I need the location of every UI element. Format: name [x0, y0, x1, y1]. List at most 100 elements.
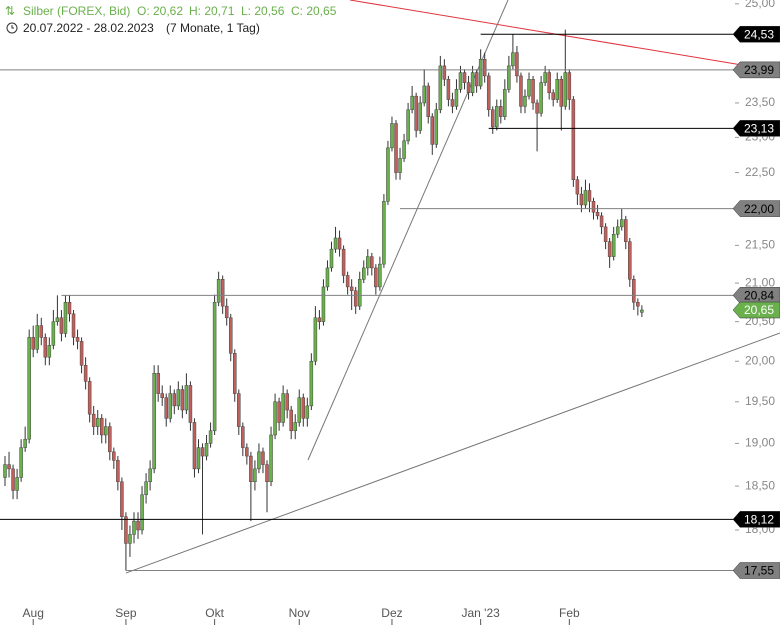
- candle-body: [269, 434, 273, 483]
- candle-body: [91, 413, 96, 427]
- candle-body: [632, 279, 636, 303]
- y-tick-label: 25,00: [745, 0, 775, 10]
- candle-body: [599, 215, 604, 228]
- candle-body: [301, 397, 306, 419]
- candle-body: [116, 460, 120, 483]
- candle-body: [519, 75, 523, 107]
- level-label: 20,84: [744, 289, 774, 303]
- candle-body: [539, 82, 543, 114]
- candle-body: [337, 237, 342, 250]
- y-tick-label: 21,50: [745, 238, 775, 252]
- candle-body: [478, 58, 483, 87]
- candle-body: [176, 389, 181, 407]
- candle-body: [192, 422, 197, 470]
- y-tick-label: 20,00: [745, 353, 775, 367]
- x-tick-label: Aug: [23, 606, 44, 620]
- candle-body: [390, 123, 394, 149]
- candle-body: [188, 385, 193, 423]
- level-label: 24,53: [744, 27, 774, 41]
- candle-body: [571, 99, 576, 180]
- candle-body: [228, 317, 233, 354]
- candle-body: [410, 95, 414, 111]
- candle-body: [11, 468, 15, 491]
- candle-body: [132, 520, 136, 535]
- candle-body: [273, 401, 277, 436]
- level-box: [732, 287, 780, 304]
- candle-body: [200, 447, 205, 457]
- candle-body: [527, 79, 531, 97]
- x-tick-label: Jan '23: [461, 606, 500, 620]
- candle-body: [458, 72, 463, 90]
- candle-body: [144, 481, 148, 496]
- candle-body: [237, 393, 241, 427]
- candle-body: [466, 82, 471, 93]
- candle-body: [241, 426, 245, 448]
- candle-body: [172, 393, 177, 407]
- candle-body: [426, 85, 430, 117]
- candle-body: [325, 267, 330, 288]
- candle-body: [474, 72, 479, 87]
- candle-body: [434, 109, 439, 145]
- level-label: 23,99: [744, 63, 774, 77]
- candle-body: [398, 158, 402, 173]
- candle-body: [575, 179, 580, 195]
- candle-body: [511, 52, 515, 67]
- candle-body: [27, 337, 31, 440]
- candle-body: [321, 286, 326, 322]
- candle-body: [293, 422, 297, 432]
- y-tick-label: 19,00: [745, 436, 775, 450]
- level-label: 23,13: [744, 122, 774, 136]
- candle-body: [422, 85, 426, 104]
- candle-body: [386, 147, 390, 202]
- candle-body: [233, 352, 237, 394]
- candle-body: [636, 302, 640, 307]
- y-tick-label: 22,50: [745, 165, 775, 179]
- candle-body: [180, 389, 185, 411]
- candle-body: [462, 72, 467, 83]
- ohlc-high: H: 20,71: [189, 4, 235, 18]
- candle-body: [108, 426, 112, 453]
- candle-body: [567, 72, 572, 100]
- candle-body: [619, 219, 624, 228]
- candle-body: [603, 226, 608, 242]
- candle-body: [120, 481, 124, 517]
- candle-body: [499, 106, 503, 117]
- candle-body: [160, 393, 164, 398]
- clock-icon: [6, 22, 18, 34]
- y-tick-label: 23,50: [745, 95, 775, 109]
- clock-hand: [11, 25, 14, 29]
- candle-body: [71, 313, 76, 338]
- candle-body: [297, 397, 302, 423]
- candle-body: [349, 286, 354, 291]
- candle-body: [313, 317, 318, 362]
- period: 20.07.2022 - 28.02.2023: [23, 21, 154, 35]
- candle-body: [591, 201, 596, 213]
- candle-body: [43, 337, 48, 358]
- candle-body: [79, 341, 84, 366]
- candle-body: [374, 267, 378, 288]
- candle-body: [87, 381, 92, 415]
- candle-body: [579, 193, 584, 206]
- candle-body: [156, 373, 160, 394]
- candle-body: [317, 317, 322, 322]
- candle-body: [615, 226, 620, 235]
- candle-body: [212, 302, 217, 432]
- instrument-title: Silber (FOREX, Bid): [23, 4, 130, 18]
- candle-body: [333, 237, 338, 250]
- y-tick-label: 19,50: [745, 394, 775, 408]
- candle-body: [3, 464, 7, 478]
- candle-body: [55, 317, 60, 322]
- candle-body: [164, 397, 168, 419]
- level-label: 18,12: [744, 513, 774, 527]
- level-box: [732, 61, 780, 79]
- candle-body: [628, 241, 632, 280]
- candle-body: [329, 248, 334, 269]
- candle-body: [224, 305, 229, 319]
- candle-body: [277, 401, 281, 423]
- candle-body: [523, 95, 527, 107]
- candle-body: [535, 102, 539, 114]
- level-box: [732, 511, 780, 528]
- candle-body: [35, 325, 39, 350]
- candle-body: [253, 468, 257, 483]
